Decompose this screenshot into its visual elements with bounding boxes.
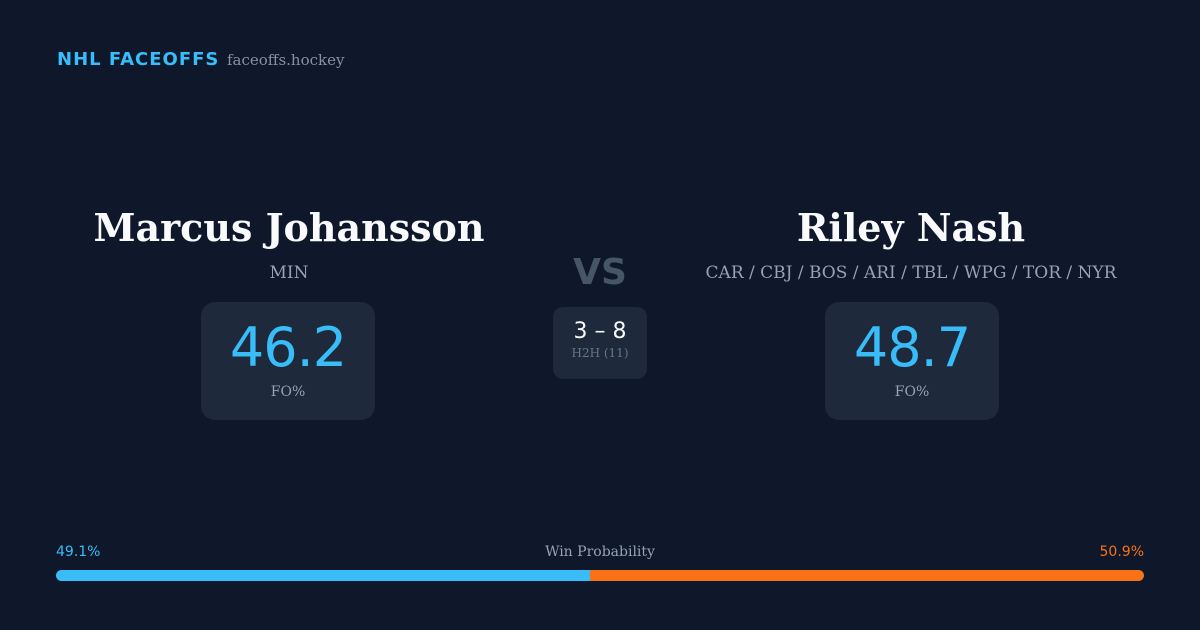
stat-label: FO%	[270, 384, 306, 400]
probability-title: Win Probability	[545, 544, 655, 560]
h2h-label: H2H (11)	[571, 346, 629, 360]
right-segment	[590, 570, 1144, 581]
stat-value: 46.2	[229, 316, 347, 379]
stat-value: 48.7	[853, 316, 971, 379]
player-name: Marcus Johansson	[93, 205, 485, 250]
probability-bar	[56, 570, 1144, 581]
left-segment	[56, 570, 591, 581]
site-url: faceoffs.hockey	[227, 51, 345, 69]
player-name: Riley Nash	[796, 205, 1026, 250]
stat-box: 46.2 FO%	[201, 302, 375, 420]
h2h-score: 3 – 8	[573, 319, 627, 344]
h2h-box: 3 – 8 H2H (11)	[553, 307, 647, 379]
player-teams: MIN	[269, 263, 309, 283]
stat-label: FO%	[894, 384, 930, 400]
left-probability: 49.1%	[56, 544, 101, 560]
brand-title: NHL FACEOFFS	[57, 49, 220, 70]
player-teams: CAR / CBJ / BOS / ARI / TBL / WPG / TOR …	[705, 263, 1117, 283]
versus: VS	[573, 252, 627, 293]
right-probability: 50.9%	[1099, 544, 1144, 560]
stat-box: 48.7 FO%	[825, 302, 999, 420]
